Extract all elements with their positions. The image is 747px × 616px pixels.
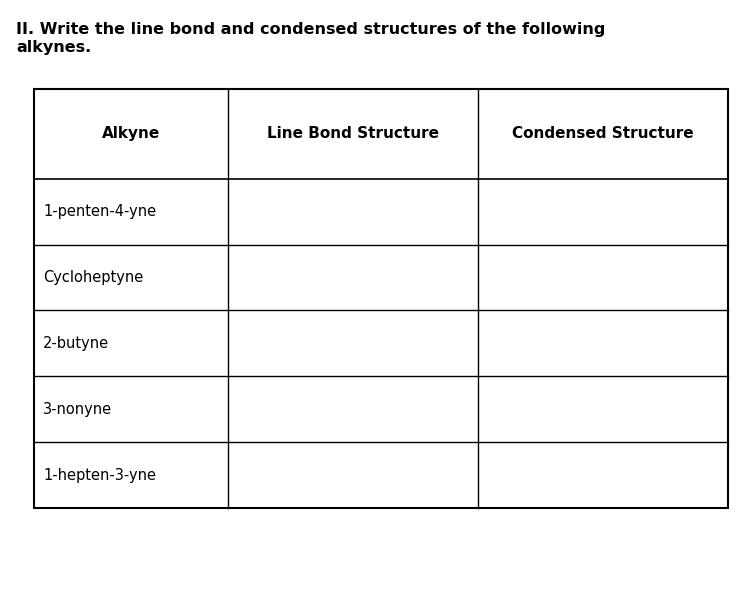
- Text: 3-nonyne: 3-nonyne: [43, 402, 113, 417]
- Text: 1-hepten-3-yne: 1-hepten-3-yne: [43, 468, 156, 483]
- Text: Cycloheptyne: Cycloheptyne: [43, 270, 143, 285]
- Text: 1-penten-4-yne: 1-penten-4-yne: [43, 204, 156, 219]
- Text: Condensed Structure: Condensed Structure: [512, 126, 694, 142]
- Text: II. Write the line bond and condensed structures of the following: II. Write the line bond and condensed st…: [16, 22, 606, 36]
- Text: alkynes.: alkynes.: [16, 40, 92, 55]
- Text: Line Bond Structure: Line Bond Structure: [267, 126, 439, 142]
- Text: Alkyne: Alkyne: [102, 126, 160, 142]
- Text: 2-butyne: 2-butyne: [43, 336, 110, 351]
